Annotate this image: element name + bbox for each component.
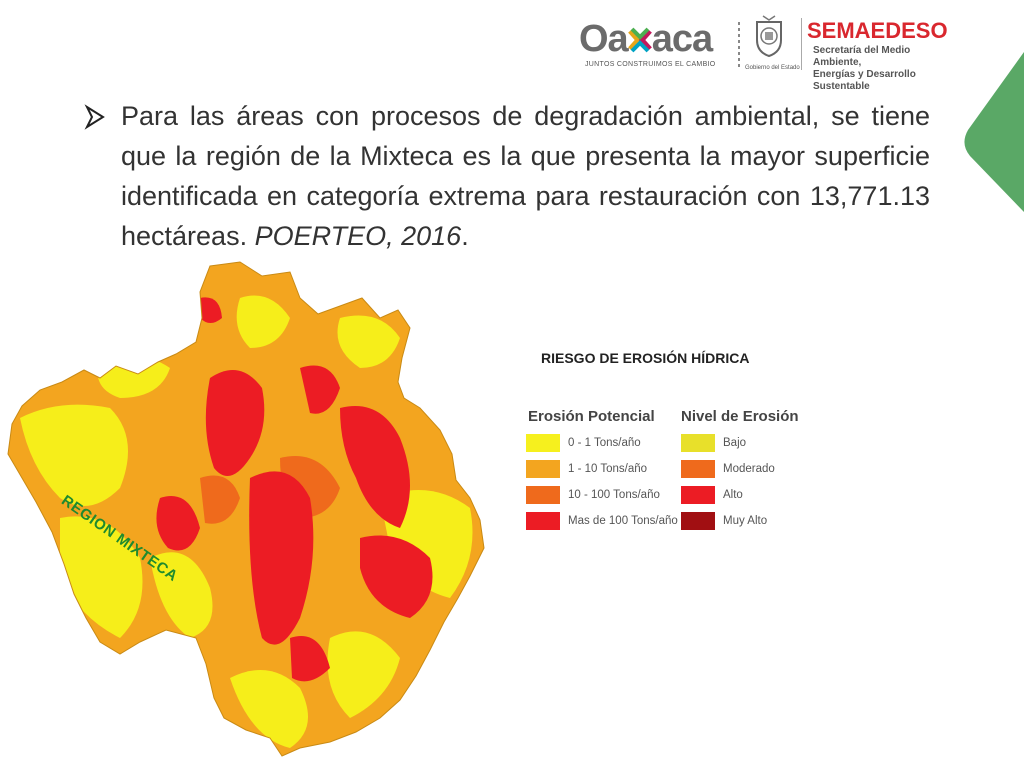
legend-label: Mas de 100 Tons/año — [568, 515, 678, 527]
legend-swatch — [526, 512, 560, 530]
legend-row-nivel: Bajo — [681, 434, 746, 452]
legend-label: Moderado — [723, 463, 775, 475]
legend-swatch — [526, 460, 560, 478]
legend-title: RIESGO DE EROSIÓN HÍDRICA — [541, 350, 750, 366]
erosion-map — [0, 258, 500, 768]
legend-swatch — [681, 434, 715, 452]
body-paragraph: Para las áreas con procesos de degradaci… — [84, 96, 930, 256]
legend-heading-potencial: Erosión Potencial — [528, 408, 655, 425]
paragraph-main-text: Para las áreas con procesos de degradaci… — [121, 101, 930, 251]
state-seal-icon — [751, 14, 787, 58]
legend-swatch — [681, 512, 715, 530]
oaxaca-tagline: JUNTOS CONSTRUIMOS EL CAMBIO — [585, 61, 716, 68]
legend-row-potencial: 10 - 100 Tons/año — [526, 486, 660, 504]
paragraph-citation: POERTEO, 2016 — [254, 221, 462, 251]
legend-swatch — [526, 434, 560, 452]
legend-row-nivel: Muy Alto — [681, 512, 767, 530]
erosion-legend: Erosión Potencial Nivel de Erosión 0 - 1… — [520, 398, 820, 548]
legend-row-potencial: 0 - 1 Tons/año — [526, 434, 641, 452]
legend-swatch — [681, 486, 715, 504]
legend-label: 10 - 100 Tons/año — [568, 489, 660, 501]
paragraph-text: Para las áreas con procesos de degradaci… — [121, 96, 930, 256]
logo-divider — [738, 22, 740, 68]
legend-row-potencial: Mas de 100 Tons/año — [526, 512, 678, 530]
green-corner-tab — [964, 52, 1024, 212]
legend-label: Alto — [723, 489, 743, 501]
legend-heading-nivel: Nivel de Erosión — [681, 408, 799, 425]
seal-caption: Gobierno del Estado — [745, 65, 800, 71]
legend-label: Muy Alto — [723, 515, 768, 527]
header-logos: Oa aca JUNTOS CONSTRUIMOS EL CAMBIO Gobi… — [575, 14, 955, 92]
legend-row-potencial: 1 - 10 Tons/año — [526, 460, 647, 478]
legend-label: Bajo — [723, 437, 747, 449]
legend-row-nivel: Alto — [681, 486, 743, 504]
oaxaca-logo: Oa aca — [579, 18, 713, 60]
oaxaca-x-mark-icon — [627, 20, 652, 53]
logo-divider-2 — [801, 18, 802, 70]
legend-row-nivel: Moderado — [681, 460, 775, 478]
legend-swatch — [681, 460, 715, 478]
legend-swatch — [526, 486, 560, 504]
legend-label: 1 - 10 Tons/año — [568, 463, 648, 475]
semaedeso-subtitle-line-2: Energías y Desarrollo Sustentable — [813, 69, 916, 92]
arrow-bullet-icon — [84, 96, 106, 143]
semaedeso-subtitle-line-1: Secretaría del Medio Ambiente, — [813, 45, 911, 68]
semaedeso-title: SEMAEDESO — [807, 18, 948, 43]
legend-label: 0 - 1 Tons/año — [568, 437, 641, 449]
paragraph-period: . — [461, 221, 469, 251]
semaedeso-subtitle: Secretaría del Medio Ambiente, Energías … — [813, 45, 955, 93]
